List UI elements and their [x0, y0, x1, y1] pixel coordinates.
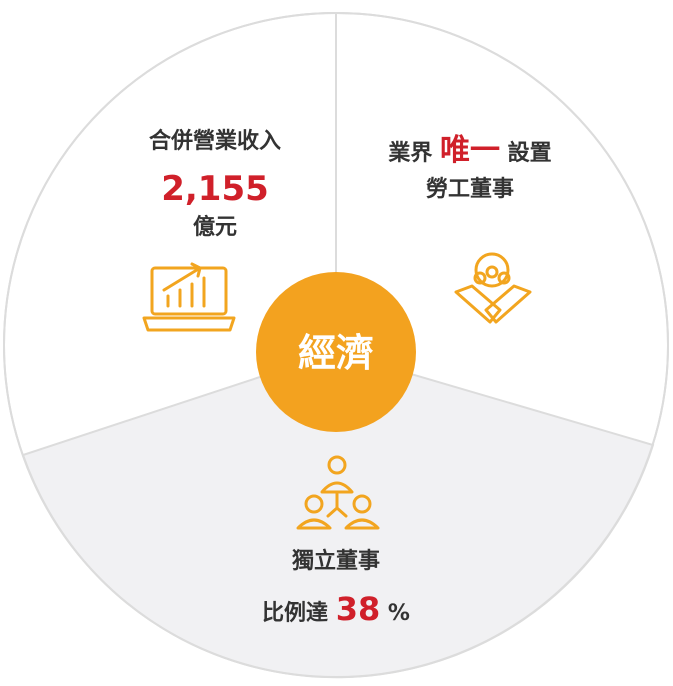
segment-value: 2,155 [161, 169, 269, 209]
handshake-icon [454, 252, 532, 324]
segment-title: 合併營業收入 [149, 128, 281, 154]
segment-title: 獨立董事 [291, 548, 380, 574]
unit: % [388, 601, 410, 626]
prefix: 業界 [388, 141, 432, 166]
laptop-icon [142, 262, 236, 332]
highlight: 唯一 [440, 133, 500, 168]
segment-line: 業界 唯一 設置 [388, 133, 551, 168]
segment-unit: 億元 [193, 214, 237, 240]
suffix: 設置 [508, 140, 552, 166]
prefix: 比例達 [262, 600, 328, 626]
center-circle [256, 272, 416, 432]
segment-line: 比例達 38 % [262, 590, 410, 628]
value: 38 [336, 590, 381, 628]
segment-line2: 勞工董事 [426, 176, 514, 202]
people-icon [296, 455, 380, 530]
center-label: 經濟 [298, 331, 374, 375]
outer-border [3, 12, 669, 678]
